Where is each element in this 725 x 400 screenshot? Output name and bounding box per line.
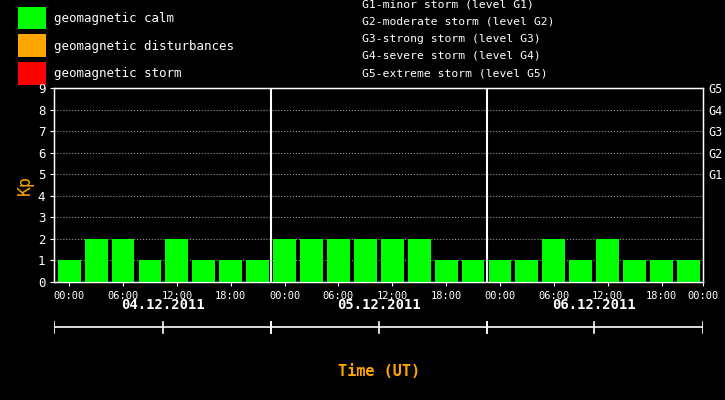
Bar	[650, 260, 673, 282]
Bar	[192, 260, 215, 282]
Bar	[18, 62, 46, 85]
Text: G2-moderate storm (level G2): G2-moderate storm (level G2)	[362, 16, 555, 26]
Bar	[542, 239, 566, 282]
Bar	[327, 239, 350, 282]
Text: 06.12.2011: 06.12.2011	[552, 298, 636, 312]
Bar	[515, 260, 539, 282]
Bar	[58, 260, 80, 282]
Bar	[435, 260, 457, 282]
Bar	[18, 34, 46, 57]
Text: G5-extreme storm (level G5): G5-extreme storm (level G5)	[362, 68, 548, 78]
Text: G4-severe storm (level G4): G4-severe storm (level G4)	[362, 51, 542, 61]
Text: geomagnetic calm: geomagnetic calm	[54, 12, 175, 25]
Bar	[354, 239, 377, 282]
Bar	[489, 260, 511, 282]
Text: geomagnetic disturbances: geomagnetic disturbances	[54, 40, 234, 53]
Y-axis label: Kp: Kp	[16, 175, 33, 195]
Text: G3-strong storm (level G3): G3-strong storm (level G3)	[362, 34, 542, 44]
Bar	[273, 239, 296, 282]
Bar	[677, 260, 700, 282]
Bar	[300, 239, 323, 282]
Bar	[624, 260, 646, 282]
Text: 04.12.2011: 04.12.2011	[122, 298, 205, 312]
Bar	[462, 260, 484, 282]
Text: Time (UT): Time (UT)	[338, 364, 420, 380]
Bar	[407, 239, 431, 282]
Text: geomagnetic storm: geomagnetic storm	[54, 68, 182, 80]
Bar	[165, 239, 188, 282]
Bar	[219, 260, 242, 282]
Bar	[381, 239, 404, 282]
Bar	[247, 260, 269, 282]
Bar	[569, 260, 592, 282]
Bar	[85, 239, 107, 282]
Bar	[138, 260, 162, 282]
Bar	[596, 239, 619, 282]
Text: 05.12.2011: 05.12.2011	[337, 298, 420, 312]
Text: G1-minor storm (level G1): G1-minor storm (level G1)	[362, 0, 534, 9]
Bar	[112, 239, 134, 282]
Bar	[18, 7, 46, 29]
